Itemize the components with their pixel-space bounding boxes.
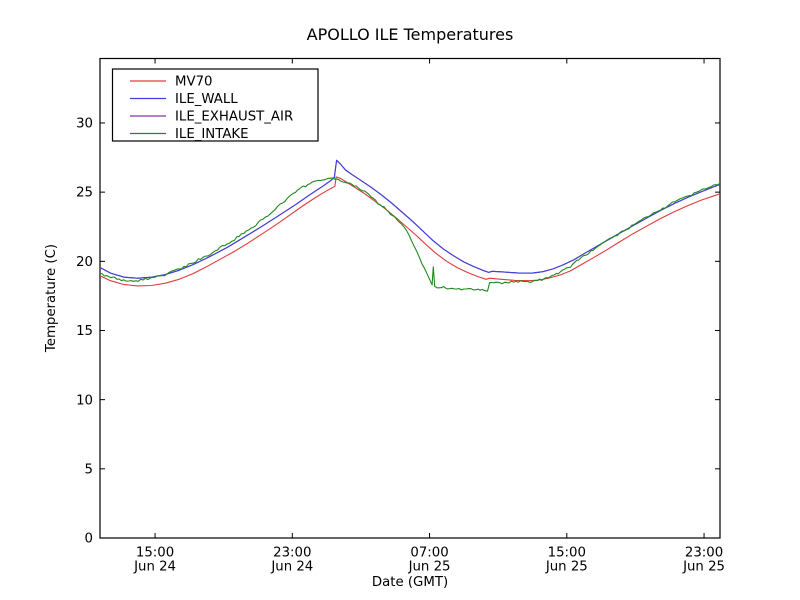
chart-title: APOLLO ILE Temperatures: [307, 25, 514, 44]
x-tick-label-date: Jun 25: [408, 560, 451, 575]
y-tick-label: 25: [76, 186, 93, 201]
x-tick-label-time: 23:00: [685, 546, 723, 561]
legend: MV70 ILE_WALL ILE_EXHAUST_AIR ILE_INTAKE: [111, 68, 319, 142]
x-tick-label-time: 07:00: [410, 546, 448, 561]
legend-label-ile-exhaust-air: ILE_EXHAUST_AIR: [175, 110, 293, 125]
y-tick-label: 20: [76, 255, 93, 270]
y-tick-label: 15: [76, 324, 93, 339]
series-line-ile-intake: [100, 177, 720, 292]
y-tick-label: 30: [76, 117, 93, 132]
y-axis-label: Temperature (C): [44, 244, 59, 353]
y-tick-label: 0: [85, 532, 93, 547]
x-axis-label: Date (GMT): [372, 575, 448, 590]
x-tick-label-date: Jun 24: [133, 560, 176, 575]
legend-label-mv70: MV70: [175, 75, 213, 90]
series-line-mv70: [100, 176, 720, 287]
plot-series: [100, 159, 720, 292]
y-tick-label: 5: [85, 462, 93, 477]
x-tick-label-time: 23:00: [273, 546, 311, 561]
plot-border: [99, 57, 721, 539]
x-tick-label-date: Jun 25: [545, 560, 588, 575]
legend-label-ile-intake: ILE_INTAKE: [175, 127, 249, 142]
x-tick-label-date: Jun 25: [682, 560, 725, 575]
legend-label-ile-wall: ILE_WALL: [175, 92, 238, 107]
series-line-ile-wall: [100, 159, 720, 279]
y-tick-label: 10: [76, 393, 93, 408]
x-tick-label-time: 15:00: [548, 546, 586, 561]
x-tick-label-date: Jun 24: [270, 560, 313, 575]
x-tick-label-time: 15:00: [136, 546, 174, 561]
